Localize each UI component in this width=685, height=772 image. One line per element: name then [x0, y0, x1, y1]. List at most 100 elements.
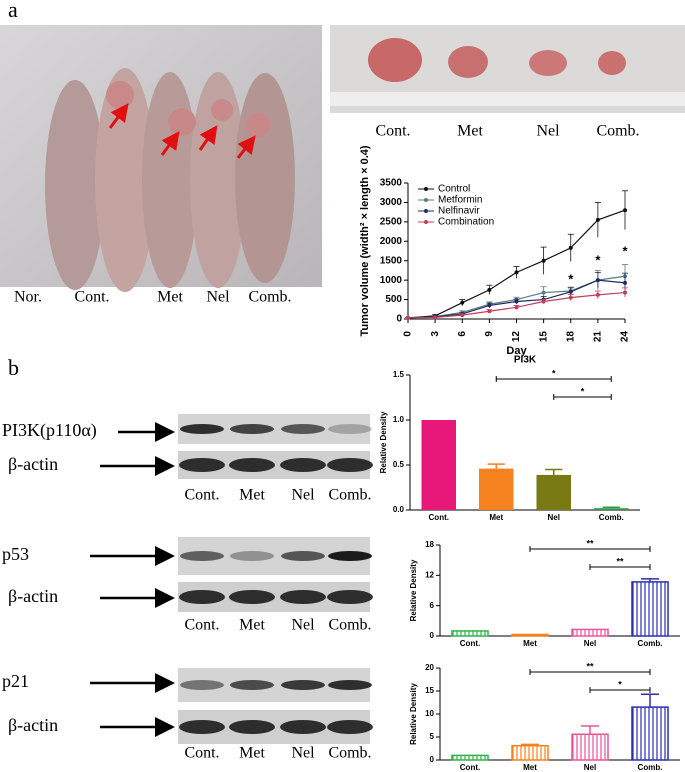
- legend-marker: [424, 187, 428, 191]
- point: [595, 292, 600, 297]
- x-tick-label: Cont.: [429, 513, 449, 522]
- point: [487, 309, 492, 314]
- band: [180, 424, 224, 434]
- point: [623, 280, 627, 285]
- x-tick-label: Comb.: [599, 513, 624, 522]
- mouse-photo: [0, 25, 322, 292]
- x-tick-label: 15: [538, 331, 549, 343]
- point: [541, 290, 546, 295]
- point: [514, 305, 519, 310]
- lane-label: Nel: [291, 617, 315, 634]
- mouse-label: Comb.: [248, 289, 291, 306]
- band: [327, 590, 373, 604]
- bar: [451, 630, 489, 637]
- significance: **: [616, 556, 624, 566]
- y-tick-label: 1.5: [393, 370, 405, 379]
- y-tick-label: 3000: [380, 197, 403, 208]
- x-tick-label: 9: [484, 331, 495, 337]
- mouse-label: Nel: [206, 289, 230, 306]
- x-tick-label: 24: [620, 331, 631, 343]
- significance: **: [586, 661, 594, 671]
- lane-label: Nel: [291, 745, 315, 762]
- point: [514, 270, 519, 275]
- panel-label: b: [8, 355, 19, 380]
- y-tick-label: 0: [430, 631, 435, 640]
- band: [230, 551, 274, 561]
- tumor-photo: [330, 25, 685, 113]
- legend-marker: [424, 220, 428, 224]
- lane-label: Nel: [291, 487, 315, 504]
- point: [460, 313, 465, 318]
- y-tick-label: 0: [430, 755, 435, 764]
- y-tick-label: 12: [425, 570, 434, 579]
- legend-label: Control: [438, 184, 470, 195]
- y-axis-label: Relative Density: [409, 559, 418, 621]
- lane-label: Cont.: [184, 617, 219, 634]
- band: [229, 458, 275, 472]
- tumor-label: Comb.: [596, 123, 639, 140]
- band: [230, 424, 274, 434]
- annotation: *: [622, 244, 628, 259]
- point: [541, 258, 546, 263]
- point: [541, 299, 546, 304]
- y-tick-label: 15: [425, 686, 434, 695]
- bar: [421, 420, 456, 510]
- y-axis-label: Relative Density: [409, 683, 418, 745]
- blot-control-label: β-actin: [8, 586, 58, 606]
- y-tick-label: 18: [425, 540, 434, 549]
- x-axis-label: Day: [506, 345, 527, 357]
- x-tick-label: Met: [523, 639, 537, 648]
- band: [229, 720, 275, 734]
- band: [280, 458, 326, 472]
- point: [568, 289, 573, 294]
- annotation: *: [568, 272, 574, 287]
- x-tick-label: Comb.: [638, 639, 663, 648]
- x-tick-label: Comb.: [638, 763, 663, 772]
- chart-title: PI3K: [514, 355, 537, 366]
- x-tick-label: 12: [511, 331, 522, 343]
- blot-target-label: PI3K(p110α): [2, 420, 97, 441]
- point: [487, 303, 492, 308]
- x-tick-label: Cont.: [460, 763, 480, 772]
- x-tick-label: 0: [403, 331, 414, 337]
- x-tick-label: Met: [489, 513, 503, 522]
- band: [281, 424, 325, 434]
- point: [623, 208, 627, 213]
- y-axis-label: Relative Density: [379, 411, 388, 473]
- point: [514, 299, 519, 304]
- point: [595, 278, 600, 283]
- bar: [594, 508, 629, 510]
- band: [179, 458, 225, 472]
- significance: **: [586, 538, 594, 548]
- y-tick-label: 2500: [380, 216, 403, 227]
- significance: *: [618, 679, 622, 689]
- legend-label: Nelfinavir: [438, 206, 480, 217]
- point: [406, 315, 410, 320]
- bar: [451, 754, 489, 761]
- bar: [631, 581, 669, 637]
- point: [623, 290, 627, 295]
- band: [280, 720, 326, 734]
- tumor-label: Nel: [536, 123, 560, 140]
- lane-label: Met: [239, 745, 265, 762]
- bar: [571, 733, 609, 761]
- y-tick-label: 3500: [380, 178, 403, 189]
- y-tick-label: 10: [425, 709, 434, 718]
- x-tick-label: 3: [430, 331, 441, 337]
- band: [328, 680, 372, 690]
- band: [281, 680, 325, 690]
- point: [595, 217, 600, 222]
- legend-label: Metformin: [438, 195, 482, 206]
- lane-label: Comb.: [328, 617, 371, 634]
- y-tick-label: 6: [430, 601, 435, 610]
- x-tick-label: 6: [457, 331, 468, 337]
- lane-label: Met: [239, 487, 265, 504]
- mouse-label: Cont.: [74, 289, 109, 306]
- lane-label: Cont.: [184, 745, 219, 762]
- bar: [511, 744, 549, 761]
- legend-marker: [424, 198, 428, 202]
- x-tick-label: Nel: [548, 513, 560, 522]
- band: [180, 680, 224, 690]
- band: [328, 424, 372, 434]
